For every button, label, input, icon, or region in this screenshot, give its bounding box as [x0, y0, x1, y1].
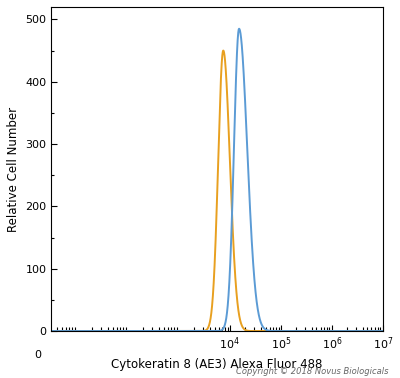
X-axis label: Cytokeratin 8 (AE3) Alexa Fluor 488: Cytokeratin 8 (AE3) Alexa Fluor 488 [112, 358, 323, 371]
Y-axis label: Relative Cell Number: Relative Cell Number [7, 107, 20, 232]
Text: Copyright © 2018 Novus Biologicals: Copyright © 2018 Novus Biologicals [236, 367, 388, 376]
Text: 0: 0 [35, 350, 42, 361]
